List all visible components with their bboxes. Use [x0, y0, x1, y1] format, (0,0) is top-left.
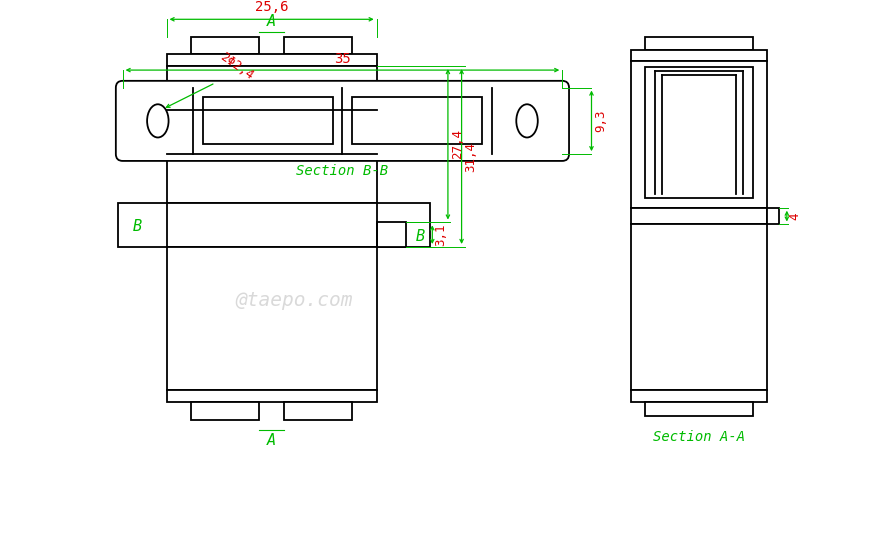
- Text: 9,3: 9,3: [595, 110, 607, 132]
- Text: 25,6: 25,6: [255, 1, 288, 14]
- Bar: [191, 37, 260, 55]
- Bar: [191, 402, 260, 420]
- Ellipse shape: [147, 104, 169, 137]
- Bar: [630, 62, 767, 208]
- Text: Section A-A: Section A-A: [653, 430, 745, 444]
- Bar: [767, 208, 779, 224]
- Bar: [166, 391, 377, 402]
- Bar: [166, 55, 377, 66]
- Text: A: A: [267, 433, 276, 448]
- Bar: [284, 37, 352, 55]
- Bar: [645, 402, 753, 416]
- Bar: [203, 97, 332, 144]
- Bar: [645, 67, 753, 198]
- Text: B: B: [132, 219, 142, 234]
- Text: 31,4: 31,4: [465, 142, 477, 172]
- Text: 4: 4: [789, 212, 802, 220]
- Bar: [166, 247, 377, 391]
- Bar: [377, 223, 406, 247]
- Bar: [630, 50, 767, 62]
- Text: A: A: [267, 14, 276, 29]
- Bar: [630, 208, 767, 224]
- Text: 2Φ2,4: 2Φ2,4: [218, 51, 256, 83]
- Bar: [630, 224, 767, 391]
- Text: 3,1: 3,1: [434, 224, 447, 246]
- Text: @taepo.com: @taepo.com: [235, 291, 352, 310]
- FancyBboxPatch shape: [116, 81, 569, 161]
- Ellipse shape: [517, 104, 538, 137]
- Bar: [166, 66, 377, 203]
- Text: 35: 35: [334, 52, 351, 66]
- Text: 27,4: 27,4: [451, 129, 464, 159]
- Text: Section B-B: Section B-B: [296, 164, 388, 178]
- Bar: [645, 37, 753, 50]
- Bar: [630, 391, 767, 402]
- Bar: [352, 97, 482, 144]
- Bar: [117, 203, 430, 247]
- Bar: [284, 402, 352, 420]
- Text: B: B: [416, 228, 425, 243]
